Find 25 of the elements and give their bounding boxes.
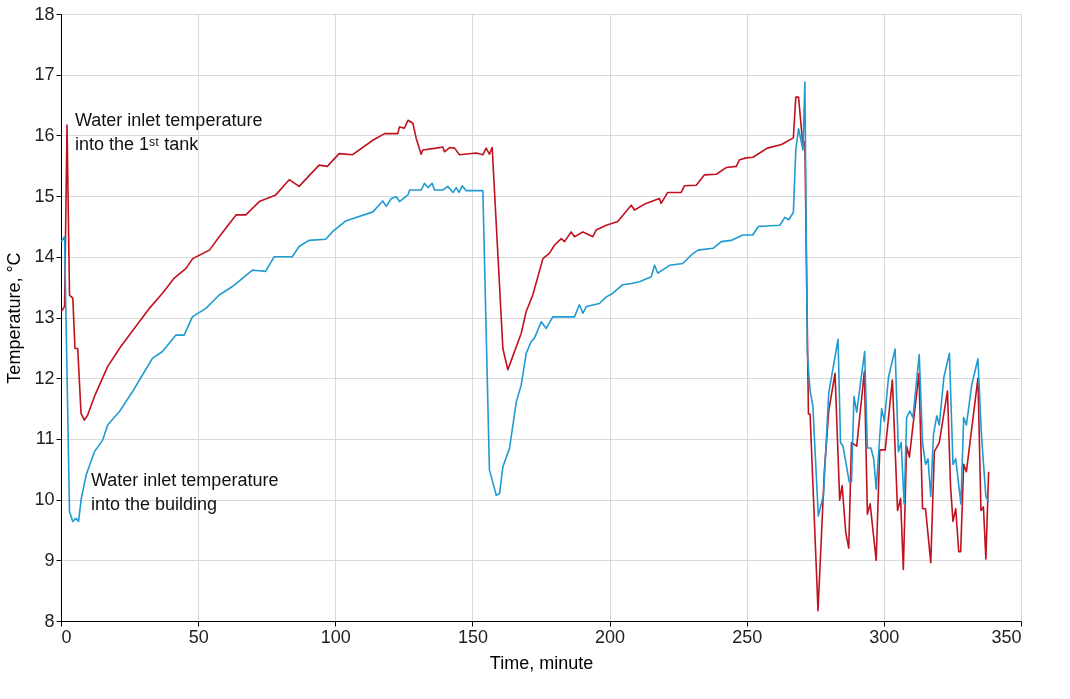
x-tick-label: 350 xyxy=(991,626,1022,647)
y-axis-title: Temperature, °C xyxy=(4,252,25,384)
x-tick-label: 50 xyxy=(188,626,209,647)
x-tick-label: 200 xyxy=(595,626,626,647)
y-tick-label: 12 xyxy=(34,367,55,388)
y-tick-label: 14 xyxy=(34,246,55,267)
x-tick-label: 300 xyxy=(869,626,900,647)
x-tick-label: 0 xyxy=(61,626,72,647)
series-label: Water inlet temperature into the building xyxy=(91,470,279,514)
y-tick-label: 10 xyxy=(34,489,55,510)
y-tick-label: 9 xyxy=(44,549,55,570)
series-label: Water inlet temperature into the 1ˢᵗ tank xyxy=(75,110,263,154)
y-tick-label: 13 xyxy=(34,307,55,327)
line-series xyxy=(60,81,990,523)
line-series xyxy=(60,96,990,612)
x-tick-label: 250 xyxy=(732,626,763,647)
x-tick-label: 100 xyxy=(320,626,351,647)
y-tick-label: 16 xyxy=(34,124,55,145)
y-tick-label: 11 xyxy=(35,428,55,449)
y-tick-label: 8 xyxy=(44,610,55,631)
y-tick-label: 18 xyxy=(34,3,55,24)
y-tick-label: 15 xyxy=(34,185,55,206)
x-axis-title: Time, minute xyxy=(489,652,594,673)
x-tick-label: 150 xyxy=(457,626,488,647)
y-tick-label: 17 xyxy=(34,64,55,85)
